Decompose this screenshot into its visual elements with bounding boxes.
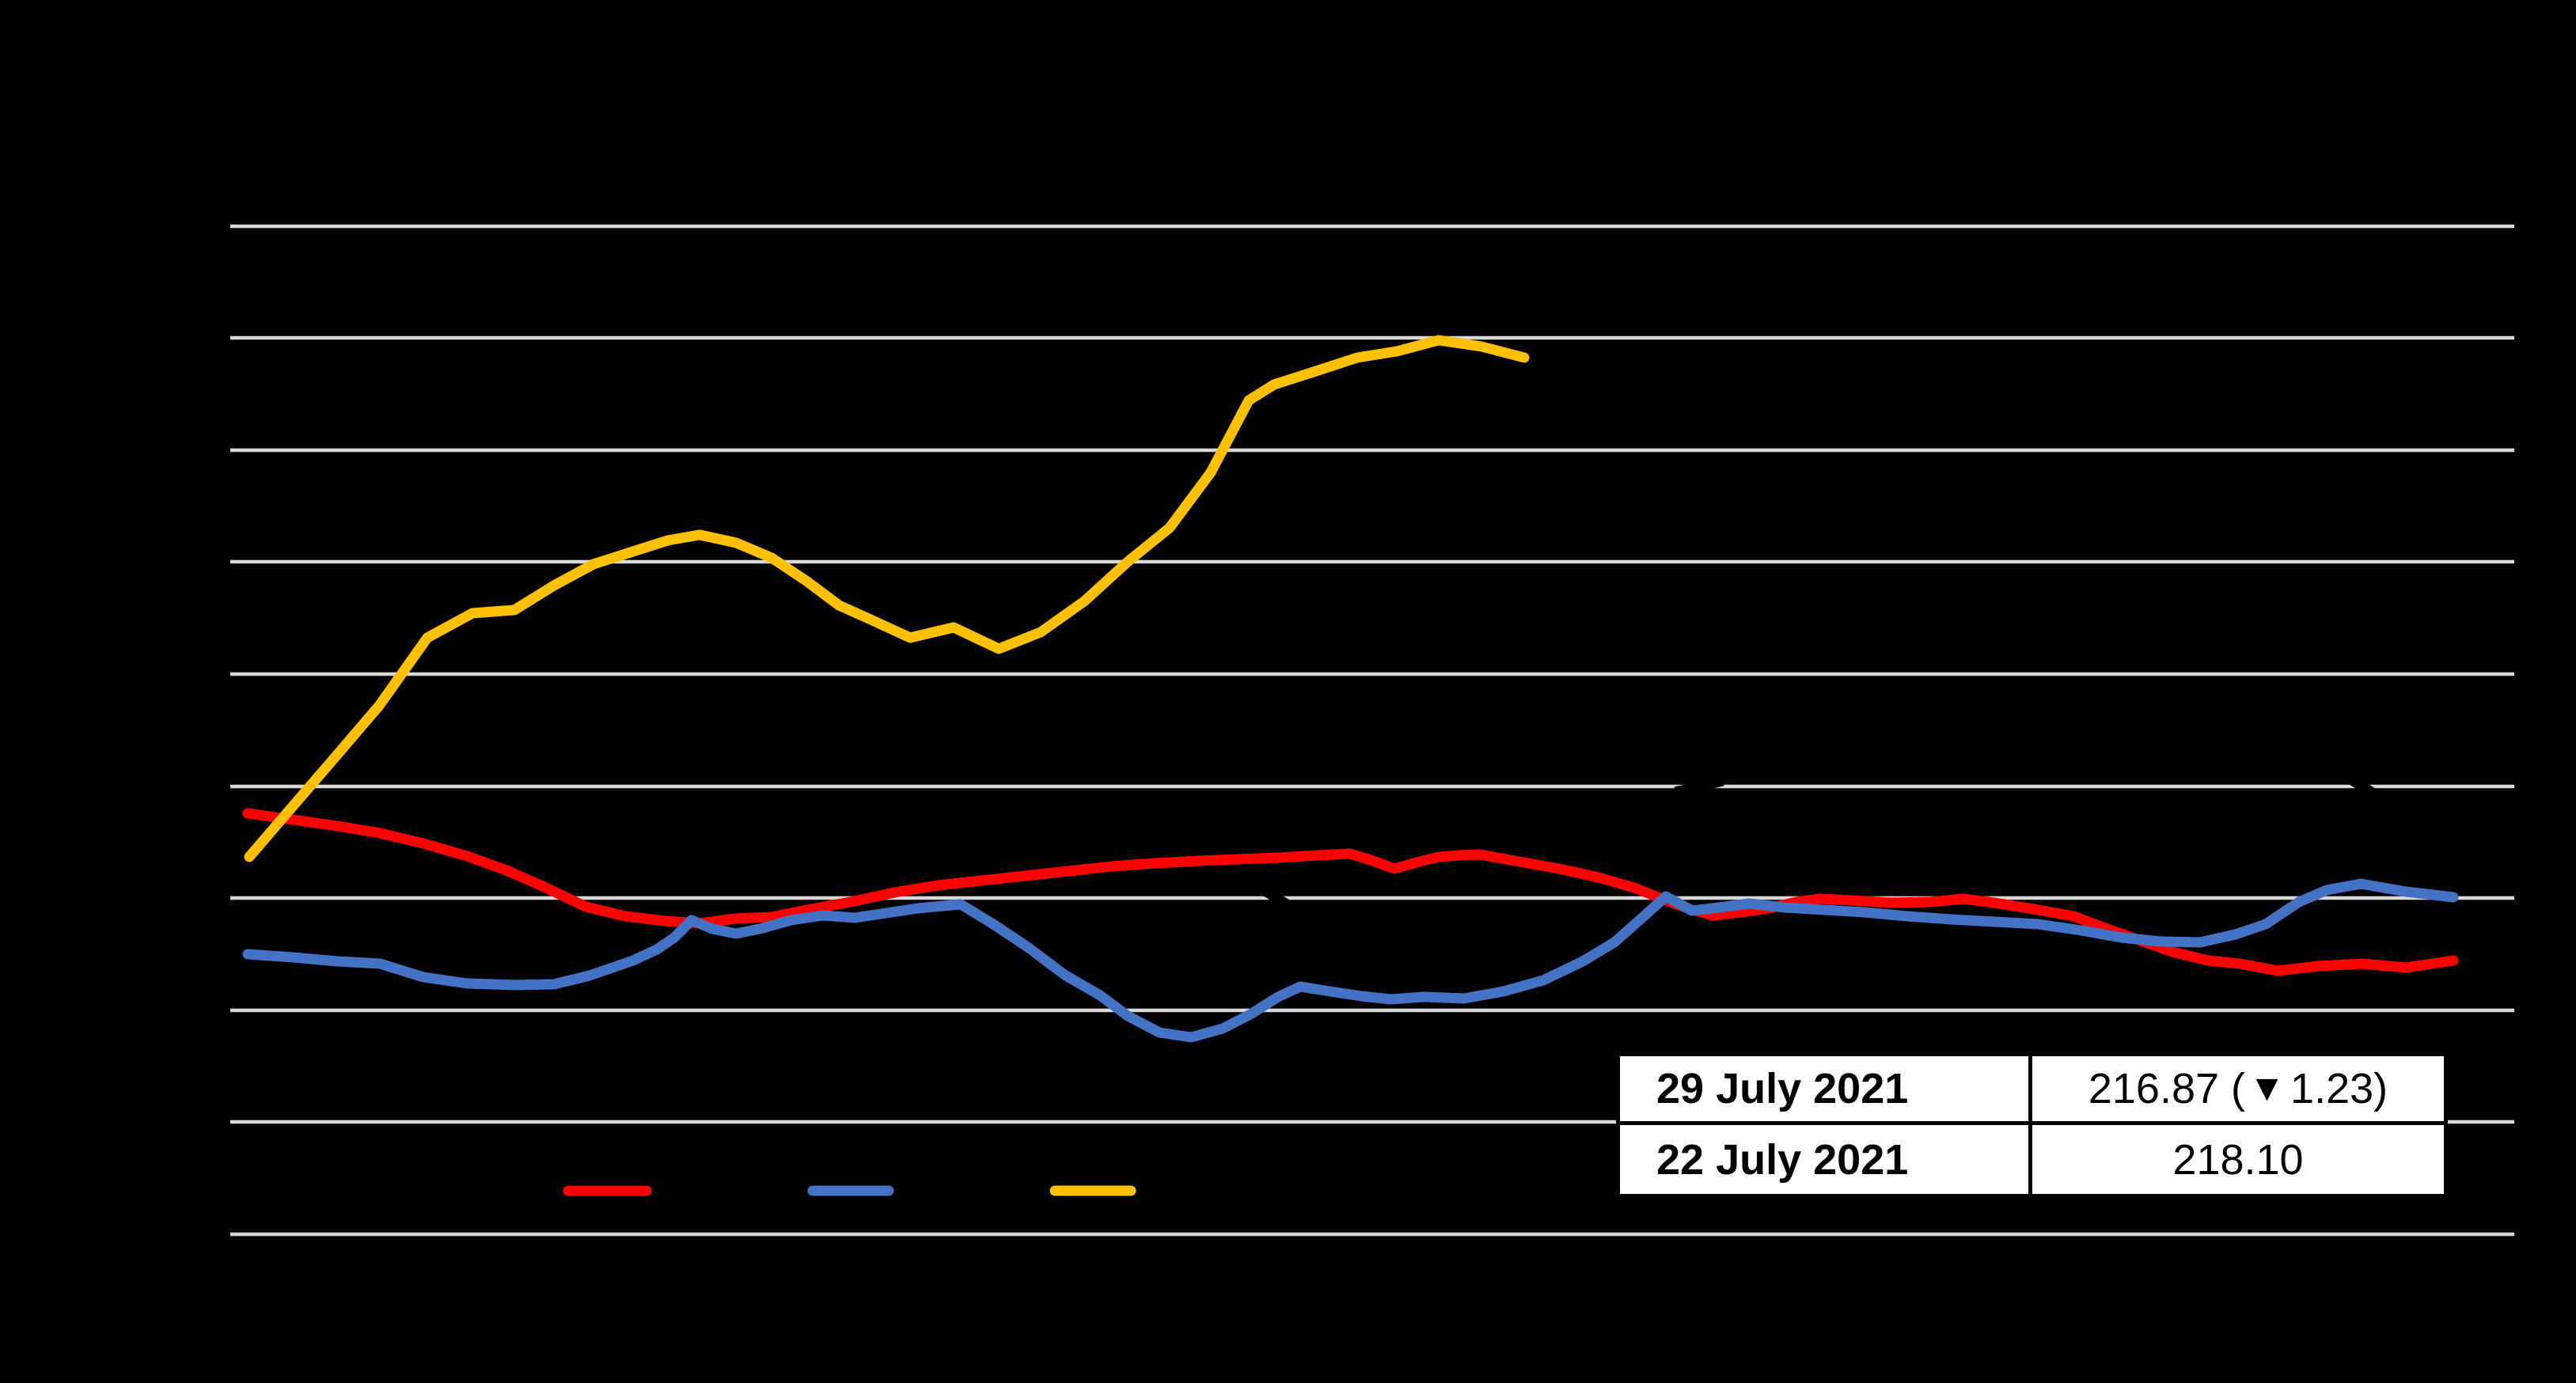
- table-row2-value: 218.10: [2032, 1125, 2444, 1194]
- table-row1-value-suffix: 1.23): [2290, 1065, 2388, 1112]
- table-row2-date: 22 July 2021: [1620, 1125, 2032, 1194]
- down-triangle-icon: ▼: [2248, 1067, 2286, 1110]
- yellow-series: [244, 335, 1530, 862]
- red-series: [242, 808, 2459, 976]
- table-row1-value: 216.87 ( ▼ 1.23): [2032, 1056, 2444, 1125]
- hidden-black-line-notch: [1674, 775, 1724, 798]
- table-row2-value-label: 218.10: [2172, 1135, 2304, 1184]
- blue-series: [242, 878, 2459, 1043]
- table-row1-date: 29 July 2021: [1620, 1056, 2032, 1125]
- hidden-black-line-notch: [1263, 887, 1298, 914]
- hidden-black-line-notch: [2345, 773, 2380, 800]
- latest-values-table: 29 July 2021 216.87 ( ▼ 1.23) 22 July 20…: [1616, 1052, 2448, 1198]
- table-row1-value-prefix: 216.87 (: [2088, 1065, 2246, 1112]
- table-row2-date-label: 22 July 2021: [1656, 1135, 1909, 1184]
- table-row1-date-label: 29 July 2021: [1656, 1065, 1909, 1112]
